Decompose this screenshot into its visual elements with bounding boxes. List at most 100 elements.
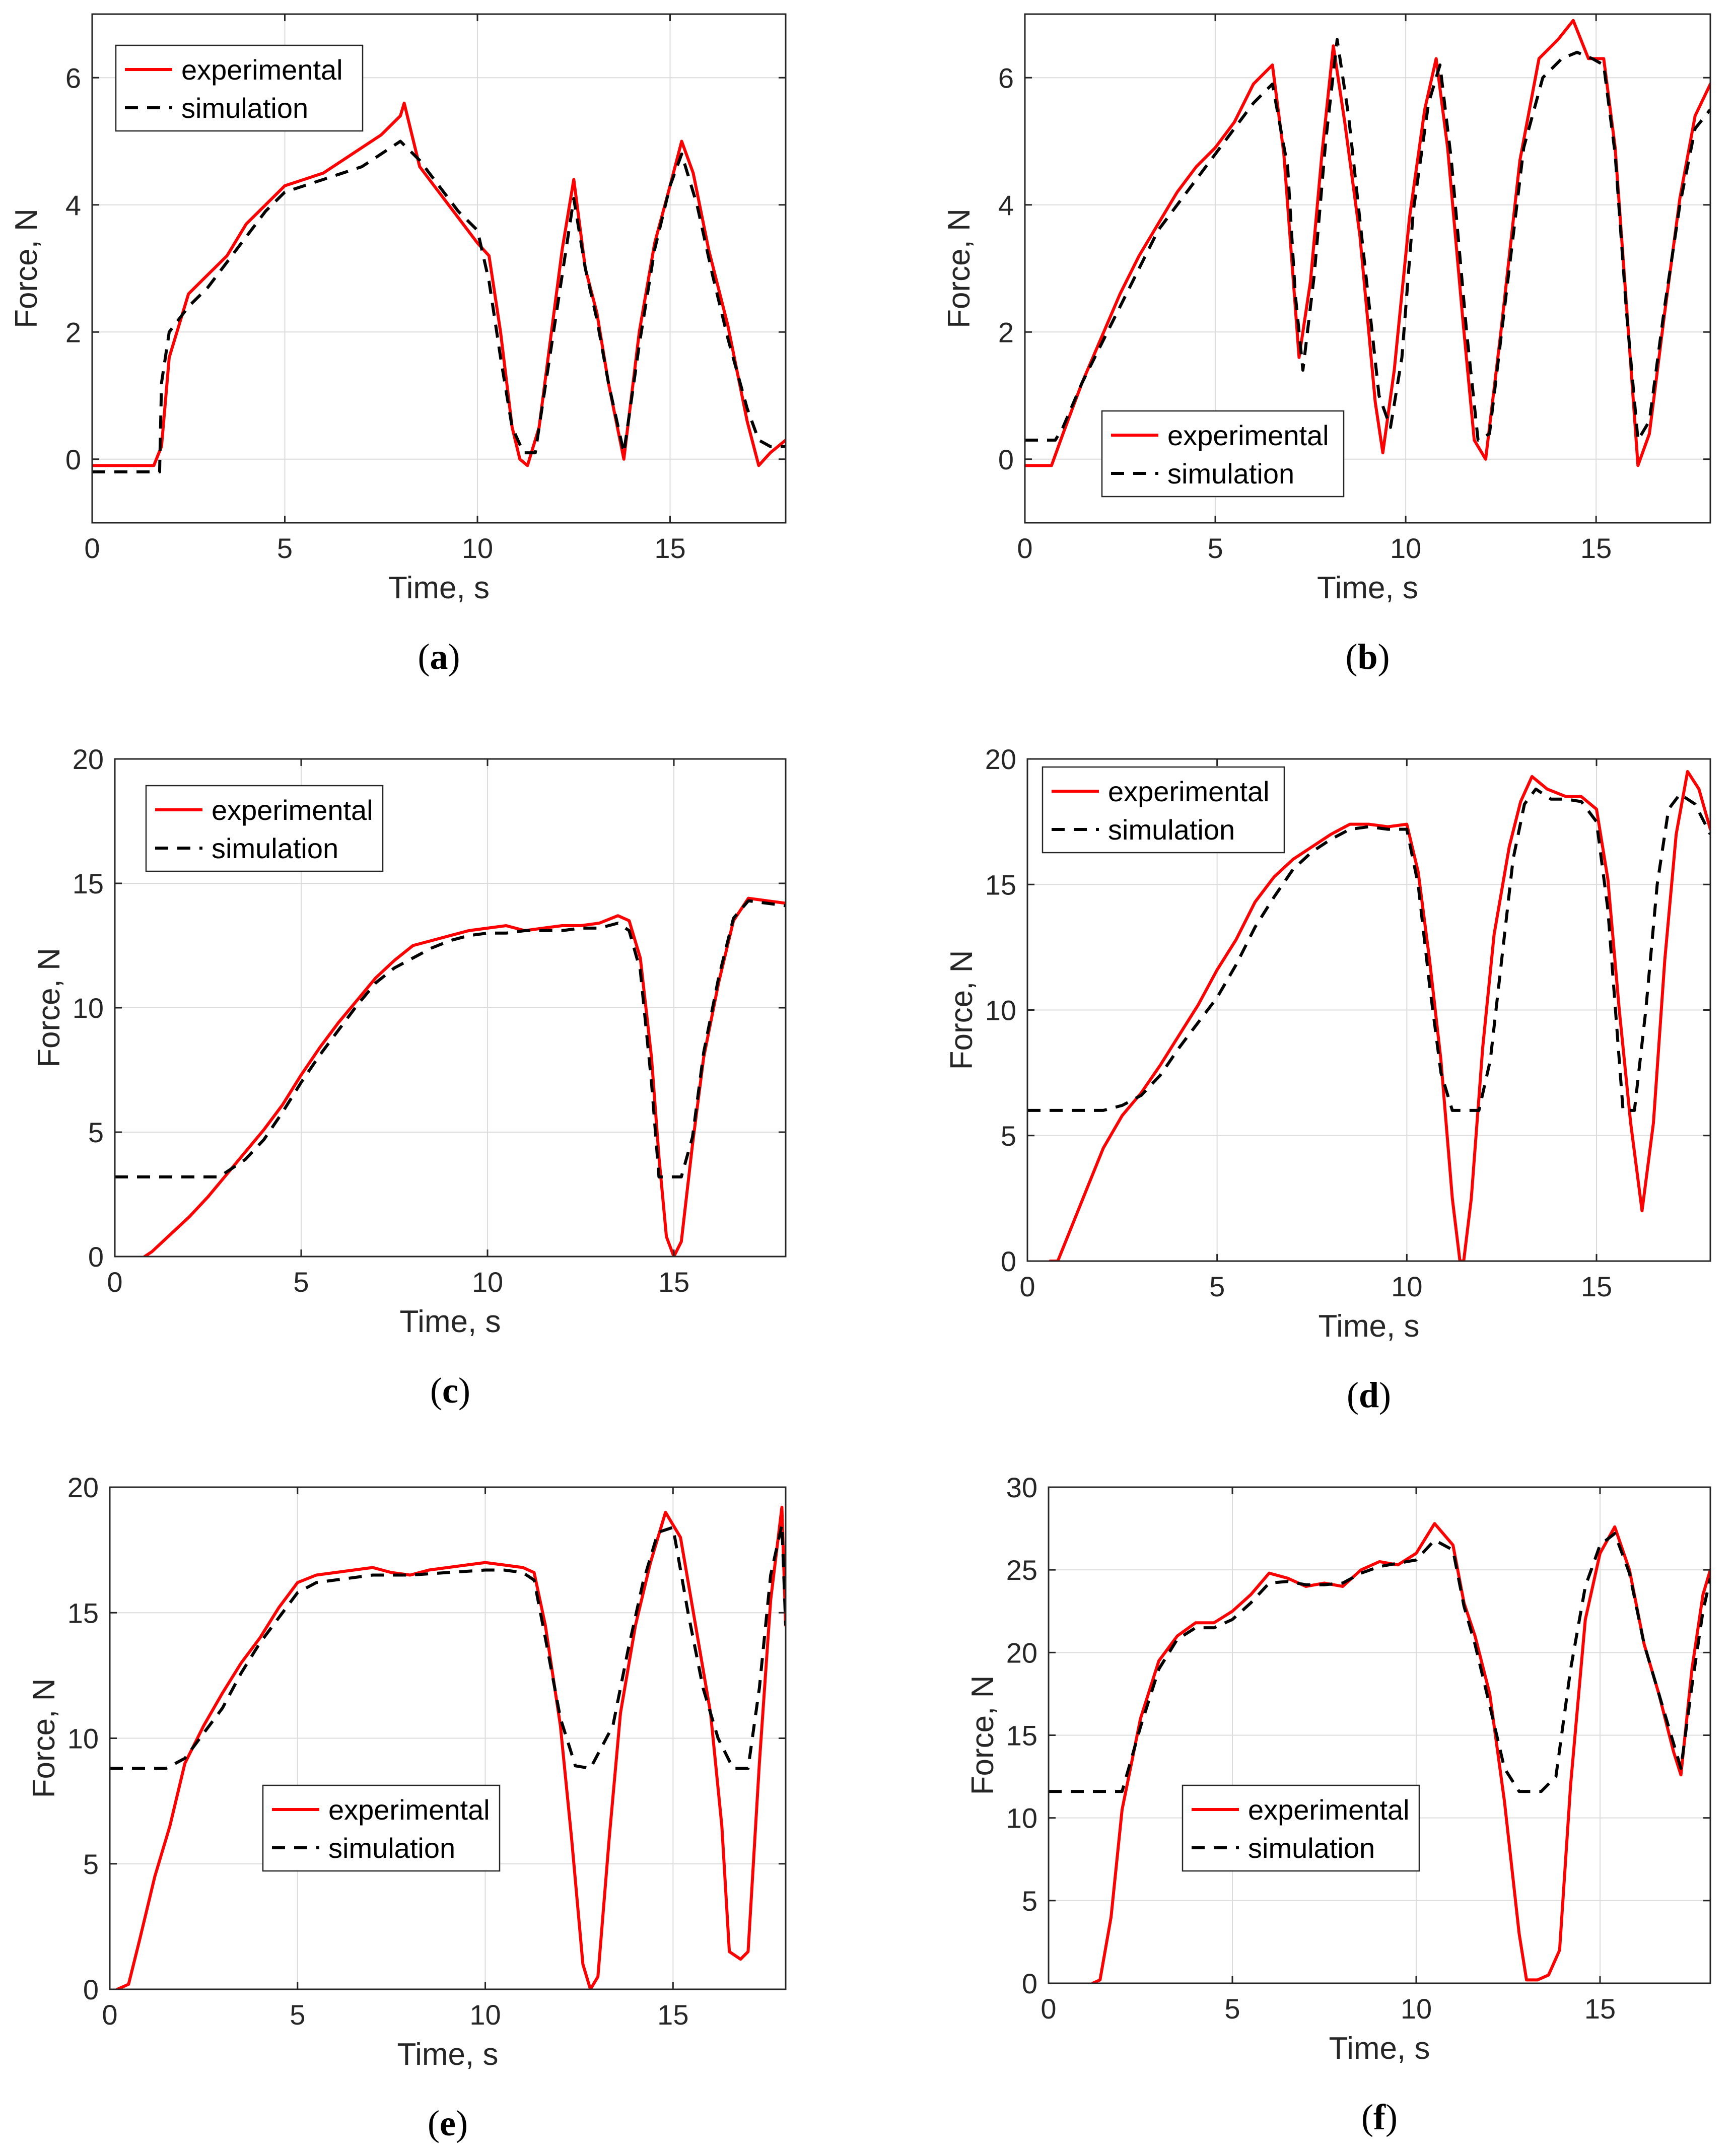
legend-label-experimental: experimental [328, 1794, 490, 1826]
y-tick-label: 0 [88, 1241, 104, 1273]
caption-paren-close: ) [458, 1370, 470, 1411]
x-tick-label: 0 [1019, 1271, 1035, 1302]
x-tick-label: 5 [1209, 1271, 1225, 1302]
caption-letter: c [442, 1370, 458, 1411]
y-tick-label: 4 [65, 189, 81, 221]
caption-letter: b [1357, 637, 1377, 677]
y-tick-label: 20 [1006, 1637, 1037, 1668]
caption-paren-open: ( [418, 637, 430, 677]
panel-caption: (f) [1361, 2097, 1398, 2137]
y-tick-label: 10 [985, 995, 1016, 1026]
panel-caption: (c) [430, 1370, 470, 1411]
y-tick-label: 6 [65, 62, 81, 94]
y-tick-label: 5 [88, 1117, 104, 1148]
x-tick-label: 10 [1401, 1993, 1432, 2025]
y-tick-label: 0 [1001, 1245, 1016, 1277]
series-line-simulation [1027, 787, 1710, 1112]
y-tick-label: 15 [1006, 1720, 1037, 1752]
y-tick-label: 5 [83, 1848, 99, 1880]
y-tick-label: 0 [83, 1974, 99, 2005]
y-tick-label: 25 [1006, 1554, 1037, 1586]
legend-label-experimental: experimental [1108, 776, 1270, 807]
y-axis-label: Force, N [944, 950, 979, 1070]
legend-label-simulation: simulation [328, 1832, 455, 1864]
series-line-simulation [92, 140, 786, 473]
series-line-experimental [143, 896, 786, 1257]
legend-label-simulation: simulation [1108, 814, 1235, 846]
legend: experimental simulation [115, 44, 364, 132]
axes-frame [1024, 13, 1711, 524]
series-line-simulation [115, 899, 786, 1178]
x-axis-label: Time, s [397, 2037, 499, 2072]
x-tick-label: 5 [293, 1266, 309, 1298]
x-tick-label: 10 [1391, 1271, 1422, 1302]
y-tick-label: 20 [73, 743, 104, 775]
caption-paren-open: ( [1345, 637, 1357, 677]
caption-letter: a [430, 637, 448, 677]
legend-label-simulation: simulation [1167, 458, 1294, 490]
y-axis-label: Force, N [965, 1676, 1000, 1795]
caption-paren-close: ) [448, 637, 460, 677]
legend-box [115, 44, 364, 132]
caption-letter: d [1359, 1375, 1379, 1415]
x-axis-label: Time, s [1319, 1309, 1420, 1344]
x-tick-label: 15 [657, 1999, 688, 2031]
series-line-experimental [115, 1505, 786, 1989]
x-tick-label: 5 [1207, 532, 1223, 564]
series-line-experimental [1025, 19, 1710, 467]
series-line-simulation [1025, 38, 1710, 442]
x-tick-label: 0 [1017, 532, 1032, 564]
panel-caption: (d) [1347, 1375, 1391, 1415]
caption-paren-close: ) [1379, 1375, 1391, 1415]
x-tick-label: 10 [472, 1266, 503, 1298]
legend-box [1182, 1784, 1420, 1872]
legend: experimental simulation [1182, 1784, 1420, 1872]
legend-label-simulation: simulation [181, 92, 308, 124]
x-axis-label: Time, s [400, 1304, 501, 1339]
y-tick-label: 15 [67, 1597, 99, 1629]
legend-box [1101, 410, 1345, 498]
legend-label-simulation: simulation [212, 832, 338, 864]
x-tick-label: 15 [1580, 532, 1612, 564]
chart-panel-e: 0 5 10 15 0 5 10 15 20 Time, s Force, N experimenta… [27, 1472, 787, 2143]
caption-paren-close: ) [1385, 2097, 1398, 2137]
caption-letter: f [1373, 2097, 1386, 2137]
x-tick-label: 10 [1390, 532, 1421, 564]
y-tick-label: 4 [998, 189, 1014, 221]
legend-label-simulation: simulation [1248, 1832, 1375, 1864]
legend-box [145, 785, 384, 872]
y-tick-label: 10 [1006, 1802, 1037, 1834]
y-tick-label: 5 [1022, 1885, 1037, 1917]
legend: experimental simulation [1101, 410, 1345, 498]
y-tick-label: 15 [985, 869, 1016, 900]
legend-label-experimental: experimental [1167, 420, 1329, 451]
caption-letter: e [440, 2103, 456, 2143]
panel-caption: (b) [1345, 637, 1390, 677]
y-tick-label: 2 [998, 316, 1014, 348]
y-tick-label: 20 [67, 1472, 99, 1503]
caption-paren-open: ( [430, 1370, 442, 1411]
legend: experimental simulation [145, 785, 384, 872]
x-tick-label: 5 [290, 1999, 305, 2031]
x-axis-label: Time, s [388, 571, 490, 605]
y-tick-label: 0 [65, 444, 81, 475]
caption-paren-close: ) [456, 2103, 468, 2143]
legend-label-experimental: experimental [212, 794, 373, 826]
axes-frame [91, 13, 787, 524]
y-tick-label: 10 [67, 1723, 99, 1755]
panel-caption: (e) [428, 2103, 468, 2143]
caption-paren-close: ) [1378, 637, 1390, 677]
y-axis-label: Force, N [32, 948, 66, 1068]
y-tick-label: 0 [998, 444, 1014, 475]
series-line-simulation [110, 1523, 786, 1770]
x-tick-label: 15 [654, 532, 685, 564]
chart-panel-a: 0 5 10 15 0 2 4 6 Time, s Force, N experimental sim… [9, 13, 787, 677]
panel-caption: (a) [418, 637, 460, 677]
y-tick-label: 15 [73, 868, 104, 899]
x-tick-label: 5 [1224, 1993, 1240, 2025]
x-tick-label: 15 [1581, 1271, 1612, 1302]
x-tick-label: 0 [84, 532, 100, 564]
y-tick-label: 10 [73, 992, 104, 1024]
x-tick-label: 15 [658, 1266, 689, 1298]
y-tick-label: 0 [1022, 1968, 1037, 1999]
